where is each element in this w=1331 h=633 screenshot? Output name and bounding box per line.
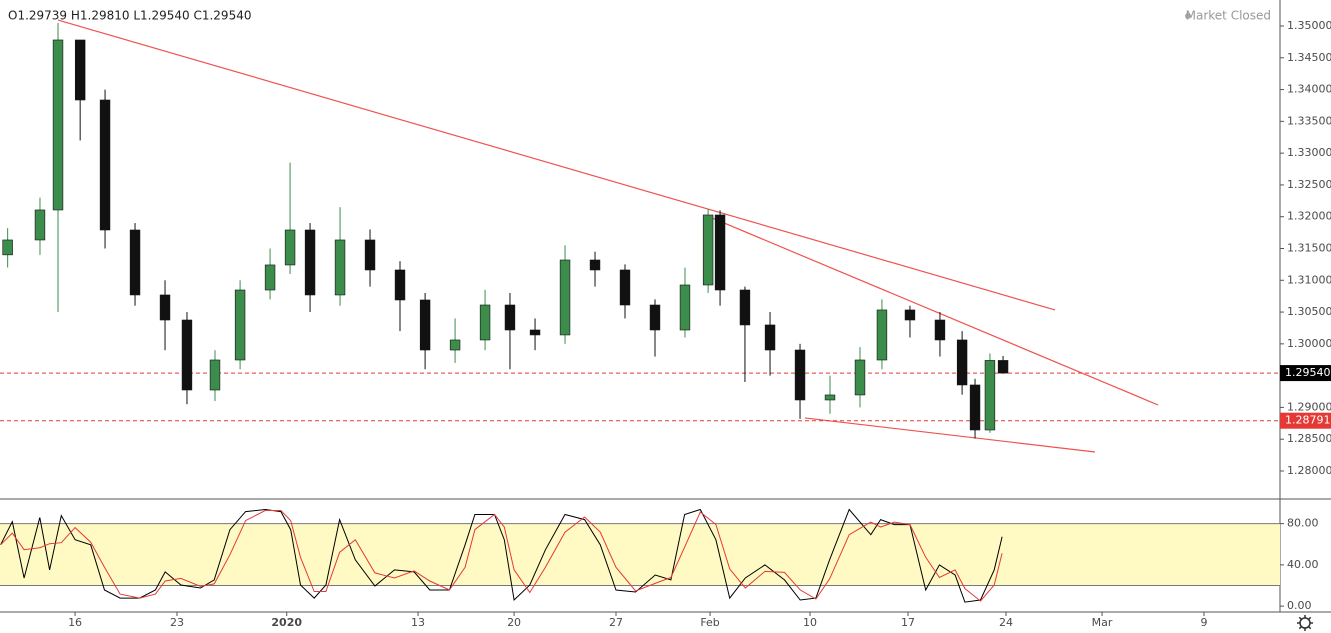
candle-body [984,360,996,431]
market-status: Market Closed [1186,9,1271,23]
candle-body [284,229,296,266]
candle-body [2,239,13,256]
x-tick-label: 16 [68,616,82,629]
candle-body [264,264,276,291]
candle-body [364,239,376,271]
candle-body [679,284,691,331]
candle-body [934,319,946,341]
candle-body [304,229,316,296]
ohlc-legend: O1.29739 H1.29810 L1.29540 C1.29540 [8,9,251,23]
candle-body [739,289,751,326]
x-tick-label: Mar [1092,616,1113,629]
y-tick-label: 1.28500 [1287,432,1331,445]
y-tick-label: 1.31500 [1287,241,1331,254]
candle-body [714,214,726,291]
y-tick-label: 1.29000 [1287,400,1331,413]
candle-body [181,319,193,391]
y-tick-label: 1.32500 [1287,178,1331,191]
x-tick-label: 2020 [271,616,302,629]
price-label: 1.28791 [1285,414,1331,427]
y-tick-label: 80.00 [1287,517,1319,530]
candle-body [619,269,631,306]
candle-body [234,289,246,361]
x-tick-label: 20 [507,616,521,629]
candle-body [794,349,806,401]
candle-body [559,259,571,336]
candle-body [334,239,346,296]
candle-body [449,339,461,351]
y-tick-label: 1.33000 [1287,146,1331,159]
price-label-box [1280,412,1331,429]
candle-body [394,269,406,301]
candle-body [997,360,1009,374]
candle-body [52,39,64,211]
price-label: 1.29540 [1285,366,1331,379]
candle-body [854,359,866,396]
y-tick-label: 1.34000 [1287,83,1331,96]
x-tick-label: 23 [170,616,184,629]
x-tick-label: 24 [999,616,1013,629]
oscillator-line [0,510,1003,602]
y-tick-label: 1.31000 [1287,273,1331,286]
candle-body [764,324,776,351]
candle-body [824,394,836,401]
y-tick-label: 1.30000 [1287,337,1331,350]
candle-body [419,299,431,351]
candle-body [504,304,516,331]
candle-body [702,214,714,286]
x-tick-label: 27 [609,616,623,629]
y-tick-label: 1.33500 [1287,114,1331,127]
y-tick-label: 1.35000 [1287,19,1331,32]
candle-body [34,209,46,241]
y-tick-label: 1.30500 [1287,305,1331,318]
candle-body [129,229,141,296]
candle-body [74,39,86,101]
x-tick-label: 17 [901,616,915,629]
trend-line [804,417,1096,453]
candle-body [589,259,601,271]
y-tick-label: 0.00 [1287,599,1312,612]
y-tick-label: 1.34500 [1287,51,1331,64]
candle-body [479,304,491,341]
candle-body [209,359,221,391]
candle-body [649,304,661,331]
x-tick-label: Feb [700,616,719,629]
status-dot [1185,13,1191,19]
x-tick-label: 10 [803,616,817,629]
oscillator-band [0,523,1280,586]
candle-body [956,339,968,386]
candle-body [969,384,981,431]
candle-body [876,309,888,361]
y-tick-label: 40.00 [1287,558,1319,571]
candle-body [904,309,916,321]
candle-body [529,329,541,336]
x-tick-label: 9 [1200,616,1207,629]
settings-icon[interactable] [1297,615,1313,631]
candle-body [99,99,111,231]
y-tick-label: 1.32000 [1287,210,1331,223]
gear-teeth[interactable] [1297,615,1313,631]
y-tick-label: 1.28000 [1287,464,1331,477]
trend-line [57,19,1056,311]
x-tick-label: 13 [411,616,425,629]
trend-line [704,214,1159,406]
candle-body [159,294,171,321]
price-label-box [1280,365,1331,382]
